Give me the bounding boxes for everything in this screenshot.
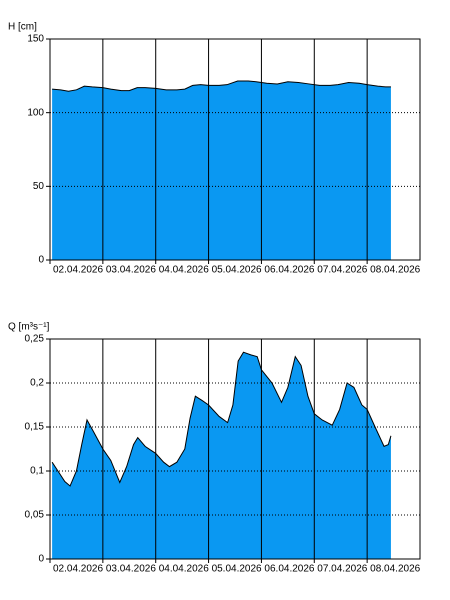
- y-tick-label: 0,25: [25, 334, 45, 345]
- y-axis-label: Q [m³s⁻¹]: [8, 322, 50, 333]
- x-tick-label: 02.04.2026: [53, 265, 103, 276]
- area: [52, 80, 391, 261]
- y-tick-label: 0,2: [30, 378, 44, 389]
- x-tick-label: 07.04.2026: [317, 265, 367, 276]
- y-tick-label: 150: [27, 34, 44, 45]
- x-tick-label: 05.04.2026: [212, 564, 262, 575]
- y-tick-label: 0: [38, 554, 44, 565]
- x-tick-label: 04.04.2026: [159, 564, 209, 575]
- area-outline: [51, 351, 392, 487]
- x-tick-label: 03.04.2026: [106, 265, 156, 276]
- y-tick-label: 0,1: [30, 466, 44, 477]
- x-tick-label: 06.04.2026: [264, 564, 314, 575]
- y-tick-label: 50: [33, 181, 45, 192]
- y-tick-label: 100: [27, 107, 44, 118]
- plot-frame: [49, 38, 421, 261]
- area: [52, 352, 391, 559]
- y-tick-label: 0,15: [25, 422, 45, 433]
- y-axis-label: H [cm]: [8, 22, 37, 33]
- x-tick-label: 08.04.2026: [370, 564, 420, 575]
- y-tick-label: 0,05: [25, 510, 45, 521]
- area-outline: [52, 80, 391, 92]
- y-tick-label: 0: [38, 255, 44, 266]
- x-tick-label: 07.04.2026: [317, 564, 367, 575]
- x-tick-label: 06.04.2026: [264, 265, 314, 276]
- x-tick-label: 08.04.2026: [370, 265, 420, 276]
- x-tick-label: 03.04.2026: [106, 564, 156, 575]
- plot-frame: [49, 338, 421, 560]
- x-tick-label: 05.04.2026: [212, 265, 262, 276]
- x-tick-label: 04.04.2026: [159, 265, 209, 276]
- x-tick-label: 02.04.2026: [53, 564, 103, 575]
